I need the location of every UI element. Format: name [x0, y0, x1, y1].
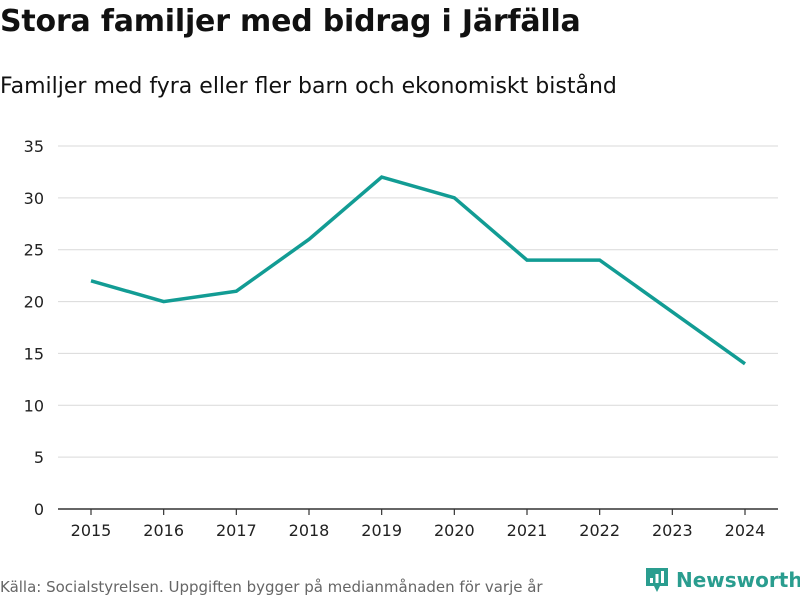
- data-point: [88, 278, 94, 284]
- series-line: [90, 175, 747, 366]
- data-point: [161, 299, 167, 305]
- x-tick-label: 2024: [725, 521, 766, 540]
- brand-logo: Newsworthy: [644, 566, 800, 594]
- newsworthy-logo-icon: [646, 568, 668, 592]
- x-tick-label: 2018: [289, 521, 330, 540]
- data-point: [306, 236, 312, 242]
- x-tick-label: 2015: [71, 521, 112, 540]
- y-tick-label: 10: [24, 396, 44, 415]
- data-point: [233, 288, 239, 294]
- x-tick-label: 2019: [361, 521, 402, 540]
- data-point: [742, 361, 748, 367]
- source-note: Källa: Socialstyrelsen. Uppgiften bygger…: [0, 578, 543, 596]
- data-point: [451, 195, 457, 201]
- y-tick-label: 20: [24, 293, 44, 312]
- data-point: [597, 257, 603, 263]
- brand-name: Newsworthy: [676, 568, 800, 592]
- data-point: [669, 309, 675, 315]
- y-tick-label: 5: [34, 448, 44, 467]
- x-tick-label: 2022: [579, 521, 620, 540]
- x-tick-label: 2017: [216, 521, 257, 540]
- chart-subtitle: Familjer med fyra eller fler barn och ek…: [0, 74, 617, 99]
- x-tick-label: 2021: [507, 521, 548, 540]
- chart-title: Stora familjer med bidrag i Järfälla: [0, 4, 581, 39]
- y-tick-label: 0: [34, 500, 44, 519]
- y-tick-label: 35: [24, 137, 44, 156]
- x-tick-label: 2016: [143, 521, 184, 540]
- x-tick-label: 2023: [652, 521, 693, 540]
- data-point: [379, 174, 385, 180]
- y-tick-label: 30: [24, 189, 44, 208]
- y-tick-label: 25: [24, 241, 44, 260]
- y-tick-label: 15: [24, 344, 44, 363]
- data-point: [524, 257, 530, 263]
- x-tick-label: 2020: [434, 521, 475, 540]
